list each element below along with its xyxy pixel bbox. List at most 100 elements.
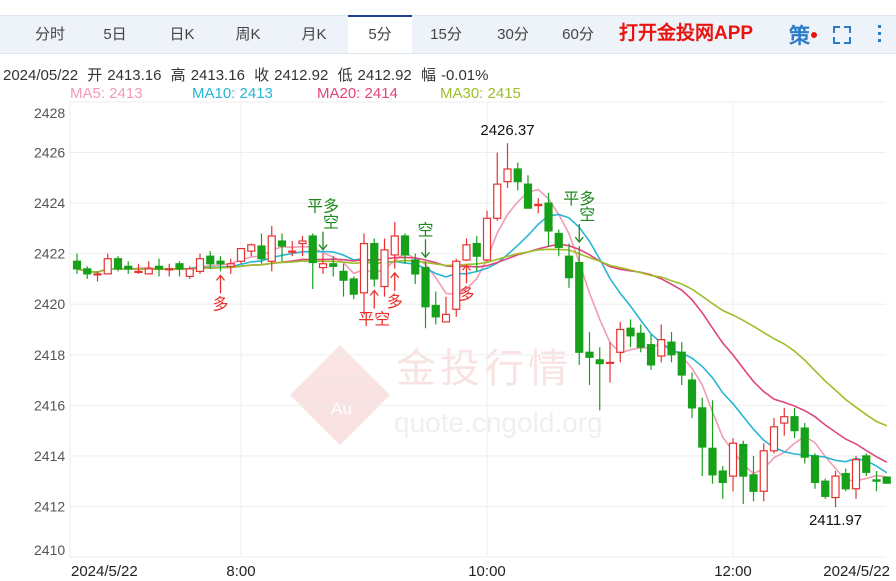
candle-body <box>226 263 235 267</box>
candle-body <box>605 361 615 364</box>
candle <box>800 423 809 464</box>
candle-body <box>595 359 604 365</box>
signal-label: 平多 <box>563 189 595 208</box>
candle-body <box>728 442 738 477</box>
candle-body <box>851 459 861 490</box>
open-value: 2413.16 <box>107 67 162 84</box>
candle-body <box>749 474 758 492</box>
ma5-line <box>76 188 887 482</box>
trade-signal: 空 <box>417 220 434 259</box>
candle <box>564 243 574 288</box>
more-vertical-icon[interactable] <box>878 25 882 45</box>
candle <box>370 238 379 287</box>
candle <box>759 443 768 502</box>
candle-body <box>113 258 123 270</box>
strategy-icon[interactable]: 策 <box>789 25 810 48</box>
high-price-label: 2426.37 <box>480 122 534 139</box>
trade-signal: 平空 <box>358 289 390 329</box>
candle <box>267 225 276 272</box>
candle <box>288 241 297 257</box>
candle-body <box>780 416 789 424</box>
candle-body <box>72 260 82 270</box>
signal-label: 空 <box>323 213 339 232</box>
candle-body <box>585 351 594 358</box>
candle <box>206 251 215 269</box>
fullscreen-icon[interactable] <box>833 26 851 44</box>
candle-body <box>318 263 328 269</box>
candle-body <box>247 244 256 252</box>
trade-signal: 平多空 <box>563 189 595 244</box>
close-value: 2412.92 <box>274 67 329 84</box>
candle-body <box>718 470 727 484</box>
tab-60min[interactable]: 60分 <box>562 26 594 43</box>
candle <box>503 143 512 188</box>
candle <box>657 324 666 363</box>
candle <box>441 296 451 323</box>
x-tick-label: 8:00 <box>226 563 255 580</box>
candle-body <box>831 475 840 499</box>
candle-body <box>462 244 471 261</box>
candle-body <box>759 450 768 492</box>
candle <box>575 246 584 365</box>
candle <box>185 266 194 279</box>
candle-body <box>216 260 225 265</box>
candle-body <box>790 416 799 432</box>
candle-body <box>370 242 379 280</box>
change-label: 幅 <box>420 67 436 84</box>
candle-body <box>800 427 809 458</box>
tab-5min[interactable]: 5分 <box>348 15 412 53</box>
tab-weekly-k[interactable]: 周K <box>235 26 261 43</box>
candle-body <box>544 202 553 232</box>
candle <box>677 342 686 386</box>
candle <box>728 438 738 492</box>
candle <box>308 233 317 290</box>
trade-signal: 平多空 <box>307 197 339 251</box>
candle <box>124 261 133 274</box>
candle <box>236 248 246 264</box>
high-label: 高 <box>170 67 186 84</box>
candle <box>698 397 707 477</box>
candle <box>544 193 553 247</box>
signal-label: 多 <box>387 292 403 311</box>
candle-body <box>154 265 164 270</box>
candle-body <box>349 278 358 295</box>
candle-body <box>523 183 533 209</box>
candle-body <box>421 266 430 308</box>
candle-body <box>277 240 287 247</box>
candle <box>349 276 358 300</box>
candle <box>154 258 164 277</box>
tab-daily-k[interactable]: 日K <box>169 26 195 43</box>
tab-intraday[interactable]: 分时 <box>34 26 65 43</box>
candle-body <box>380 249 389 288</box>
candle <box>851 455 861 499</box>
watermark: Au 金投行情 quote.cngold.org <box>290 345 603 445</box>
tab-monthly-k[interactable]: 月K <box>301 26 327 43</box>
ma30-legend: MA30: 2415 <box>440 85 521 102</box>
open-app-link[interactable]: 打开金投网APP <box>619 23 754 44</box>
candle <box>257 233 266 264</box>
candle <box>113 256 123 272</box>
tab-15min[interactable]: 15分 <box>430 26 462 43</box>
candle <box>862 453 871 477</box>
candle <box>708 400 717 484</box>
tab-5day[interactable]: 5日 <box>103 26 127 43</box>
tab-30min[interactable]: 30分 <box>497 26 529 43</box>
candle <box>247 243 256 257</box>
candle-body <box>431 304 440 318</box>
open-label: 开 <box>87 67 103 84</box>
info-date: 2024/05/22 <box>3 67 79 84</box>
candle-body <box>841 472 850 490</box>
trade-signal: 多 <box>458 264 475 303</box>
candle <box>472 235 481 272</box>
signal-arrow-down <box>318 244 328 251</box>
candle-body <box>257 245 266 260</box>
candle-body <box>359 242 369 294</box>
ma10-legend: MA10: 2413 <box>192 85 273 102</box>
candle <box>93 271 102 282</box>
candle-body <box>739 443 748 477</box>
x-tick-label: 2024/5/22 <box>71 563 138 580</box>
candle <box>831 471 840 508</box>
ma30-line <box>76 248 888 427</box>
y-tick-label: 2410 <box>34 542 65 558</box>
